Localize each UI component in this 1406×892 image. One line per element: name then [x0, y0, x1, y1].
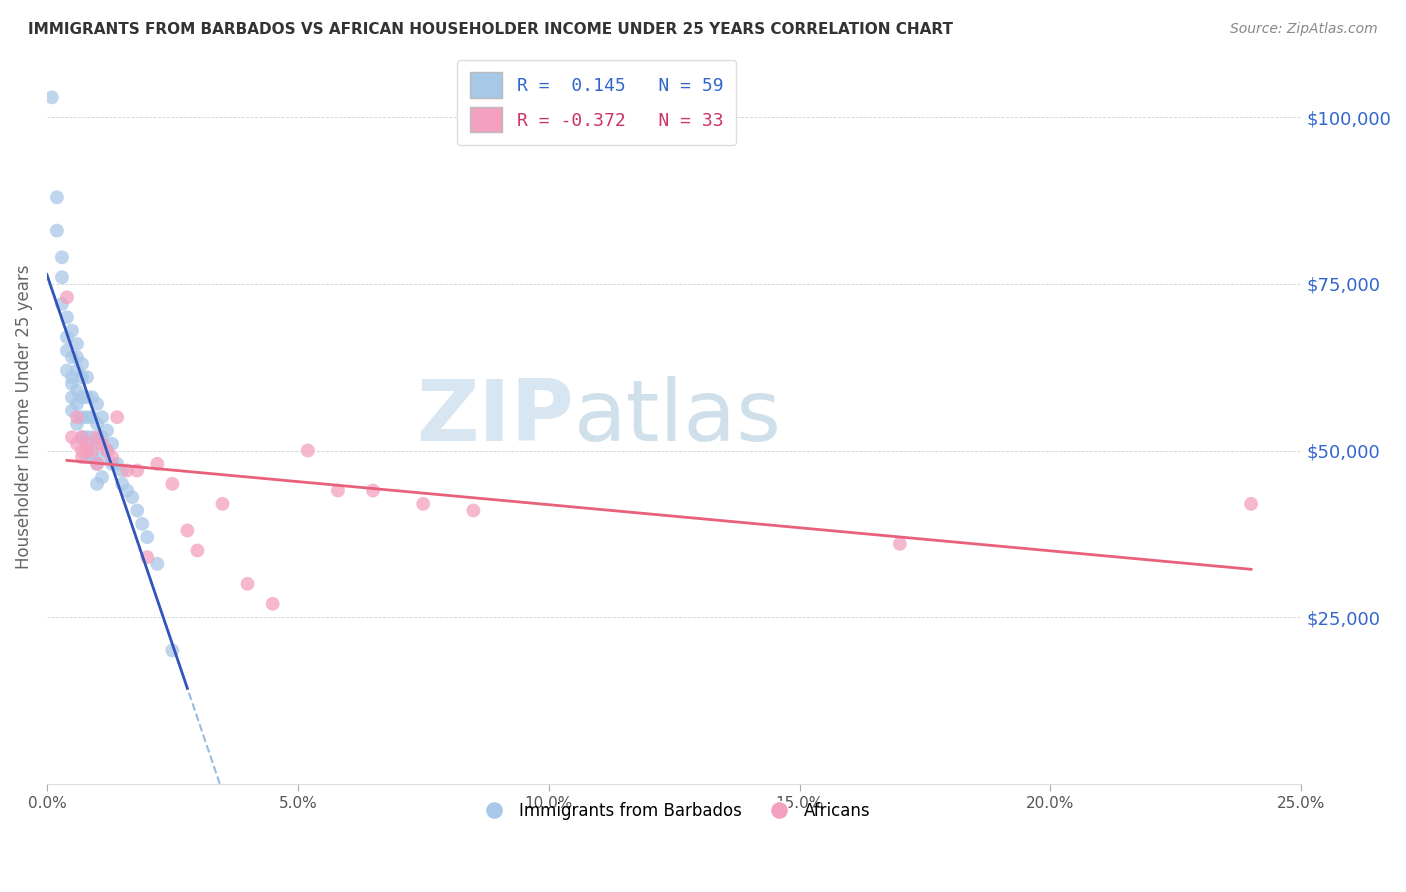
- Point: [80, 410, 103, 425]
- Point: [96, 443, 118, 458]
- Point: [51, 297, 73, 311]
- Point: [45, 190, 67, 204]
- Point: [56, 330, 79, 344]
- Point: [101, 450, 124, 465]
- Point: [105, 410, 128, 425]
- Text: atlas: atlas: [574, 376, 782, 458]
- Point: [66, 384, 89, 398]
- Point: [101, 457, 124, 471]
- Point: [56, 343, 79, 358]
- Point: [889, 537, 911, 551]
- Point: [96, 443, 118, 458]
- Point: [66, 437, 89, 451]
- Point: [86, 417, 108, 431]
- Point: [76, 430, 98, 444]
- Point: [76, 443, 98, 458]
- Point: [70, 410, 93, 425]
- Point: [91, 450, 114, 465]
- Point: [51, 250, 73, 264]
- Point: [66, 397, 89, 411]
- Point: [111, 463, 134, 477]
- Point: [131, 516, 153, 531]
- Point: [162, 643, 184, 657]
- Point: [412, 497, 434, 511]
- Point: [136, 530, 159, 544]
- Point: [115, 463, 138, 477]
- Point: [80, 430, 103, 444]
- Point: [176, 524, 198, 538]
- Point: [66, 350, 89, 364]
- Point: [86, 437, 108, 451]
- Point: [45, 224, 67, 238]
- Point: [51, 270, 73, 285]
- Legend: Immigrants from Barbados, Africans: Immigrants from Barbados, Africans: [471, 796, 877, 827]
- Point: [111, 476, 134, 491]
- Point: [1240, 497, 1263, 511]
- Point: [262, 597, 284, 611]
- Point: [86, 397, 108, 411]
- Point: [56, 290, 79, 304]
- Point: [91, 410, 114, 425]
- Point: [60, 403, 83, 417]
- Point: [70, 370, 93, 384]
- Point: [86, 457, 108, 471]
- Point: [60, 370, 83, 384]
- Point: [70, 357, 93, 371]
- Point: [60, 376, 83, 391]
- Point: [76, 437, 98, 451]
- Point: [101, 437, 124, 451]
- Text: Source: ZipAtlas.com: Source: ZipAtlas.com: [1230, 22, 1378, 37]
- Point: [91, 437, 114, 451]
- Point: [162, 476, 184, 491]
- Point: [136, 550, 159, 565]
- Point: [66, 410, 89, 425]
- Point: [297, 443, 319, 458]
- Point: [70, 443, 93, 458]
- Y-axis label: Householder Income Under 25 years: Householder Income Under 25 years: [15, 265, 32, 569]
- Point: [70, 430, 93, 444]
- Point: [76, 410, 98, 425]
- Point: [91, 430, 114, 444]
- Point: [80, 450, 103, 465]
- Point: [56, 310, 79, 325]
- Point: [60, 350, 83, 364]
- Point: [70, 430, 93, 444]
- Point: [121, 490, 143, 504]
- Point: [56, 363, 79, 377]
- Point: [463, 503, 485, 517]
- Point: [91, 470, 114, 484]
- Text: ZIP: ZIP: [416, 376, 574, 458]
- Point: [41, 90, 63, 104]
- Point: [146, 457, 169, 471]
- Point: [86, 476, 108, 491]
- Point: [326, 483, 349, 498]
- Point: [86, 430, 108, 444]
- Point: [186, 543, 208, 558]
- Point: [127, 503, 149, 517]
- Point: [96, 424, 118, 438]
- Point: [60, 430, 83, 444]
- Point: [80, 443, 103, 458]
- Point: [146, 557, 169, 571]
- Point: [115, 483, 138, 498]
- Text: IMMIGRANTS FROM BARBADOS VS AFRICAN HOUSEHOLDER INCOME UNDER 25 YEARS CORRELATIO: IMMIGRANTS FROM BARBADOS VS AFRICAN HOUS…: [28, 22, 953, 37]
- Point: [76, 450, 98, 465]
- Point: [361, 483, 384, 498]
- Point: [105, 457, 128, 471]
- Point: [70, 390, 93, 404]
- Point: [127, 463, 149, 477]
- Point: [76, 390, 98, 404]
- Point: [86, 457, 108, 471]
- Point: [236, 576, 259, 591]
- Point: [60, 390, 83, 404]
- Point: [66, 337, 89, 351]
- Point: [60, 324, 83, 338]
- Point: [66, 417, 89, 431]
- Point: [70, 450, 93, 465]
- Point: [66, 363, 89, 377]
- Point: [211, 497, 233, 511]
- Point: [80, 390, 103, 404]
- Point: [76, 370, 98, 384]
